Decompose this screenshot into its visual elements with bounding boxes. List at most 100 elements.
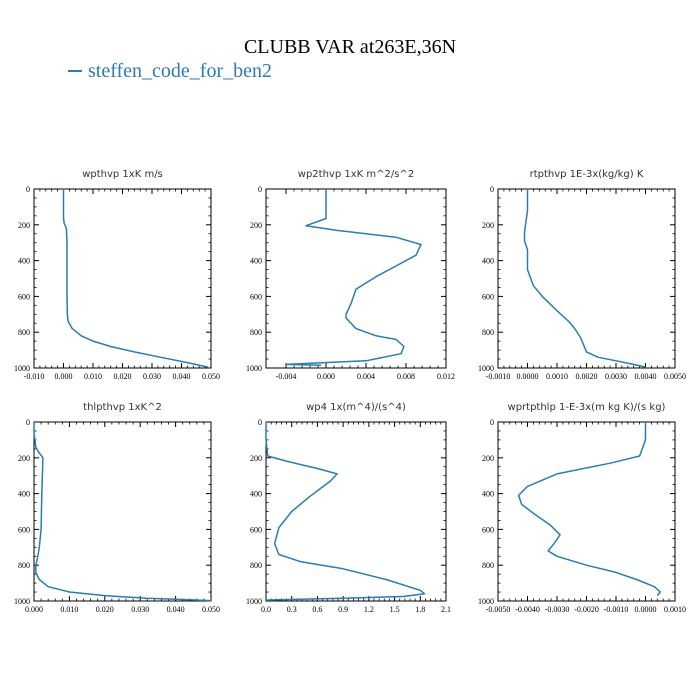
y-tick-label: 1000	[246, 597, 262, 606]
x-tick-label: 0.0050	[664, 372, 686, 381]
y-tick-label: 200	[18, 221, 30, 230]
x-tick-label: 0.020	[96, 605, 114, 614]
chart-panel: wpthvp 1xK m/s -0.010 0.000 0.010 0.020 0.030…	[14, 169, 220, 381]
x-tick-label: 0.0030	[605, 372, 627, 381]
y-tick-label: 0	[490, 418, 494, 427]
plot-frame	[497, 421, 676, 602]
x-tick-label: 1.5	[390, 605, 400, 614]
y-tick-label: 1000	[246, 364, 262, 373]
y-tick-label: 200	[250, 454, 262, 463]
series-line	[265, 422, 426, 601]
y-tick-label: 1000	[14, 364, 30, 373]
x-tick-label: 0.3	[287, 605, 297, 614]
x-tick-label: 0.010	[60, 605, 78, 614]
legend: steffen_code_for_ben2	[68, 60, 272, 83]
y-tick-label: 0	[26, 418, 30, 427]
x-tick-label: 0.9	[338, 605, 348, 614]
y-tick-label: 400	[482, 490, 494, 499]
page-title: CLUBB VAR at263E,36N	[243, 36, 457, 58]
x-tick-label: 1.8	[415, 605, 425, 614]
x-tick-label: 0.050	[202, 372, 220, 381]
y-tick-label: 400	[18, 490, 30, 499]
plot-frame	[265, 421, 447, 602]
y-tick-label: 800	[250, 561, 262, 570]
chart-panel: rtpthvp 1E-3x(kg/kg) K -0.0010 0.0000 0.001…	[478, 169, 686, 381]
y-tick-label: 200	[250, 221, 262, 230]
x-tick-label: 2.1	[441, 605, 451, 614]
x-tick-label: -0.0050	[486, 605, 511, 614]
plot-frame	[265, 188, 447, 369]
x-tick-label: 0.004	[357, 372, 375, 381]
x-tick-label: -0.004	[276, 372, 297, 381]
x-tick-label: 0.0000	[517, 372, 539, 381]
x-tick-label: 0.008	[397, 372, 415, 381]
x-tick-label: -0.0010	[486, 372, 511, 381]
y-tick-label: 200	[482, 454, 494, 463]
plot-frame	[497, 188, 676, 369]
panel-title: thlpthvp 1xK^2	[83, 402, 162, 413]
x-tick-label: -0.0040	[515, 605, 540, 614]
x-tick-label: 0.050	[202, 605, 220, 614]
series-line	[523, 189, 646, 368]
y-tick-label: 600	[250, 525, 262, 534]
x-tick-label: 0.0	[261, 605, 271, 614]
plot-frame	[33, 421, 212, 602]
series-line	[517, 422, 662, 597]
x-tick-label: -0.0030	[545, 605, 570, 614]
y-tick-label: 200	[18, 454, 30, 463]
y-tick-label: 400	[250, 257, 262, 266]
series-line	[33, 422, 212, 602]
y-tick-label: 600	[18, 292, 30, 301]
y-tick-label: 800	[18, 561, 30, 570]
panel-title: wpthvp 1xK m/s	[82, 169, 163, 180]
chart-panel: wp4 1x(m^4)/(s^4) 0.0 0.3 0.6 0.9 1.2 1.5 1.8 2.…	[246, 402, 451, 614]
x-tick-label: 0.030	[131, 605, 149, 614]
x-tick-label: 0.6	[312, 605, 322, 614]
y-tick-label: 0	[490, 185, 494, 194]
y-tick-label: 200	[482, 221, 494, 230]
x-tick-label: 0.0040	[635, 372, 657, 381]
panel-title: wp4 1x(m^4)/(s^4)	[306, 402, 406, 413]
y-tick-label: 800	[18, 328, 30, 337]
y-tick-label: 1000	[478, 597, 494, 606]
y-tick-label: 1000	[14, 597, 30, 606]
plot-frame	[33, 188, 212, 369]
legend-label: steffen_code_for_ben2	[88, 60, 273, 82]
panel-title: rtpthvp 1E-3x(kg/kg) K	[530, 169, 644, 180]
x-tick-label: 0.030	[143, 372, 161, 381]
x-tick-label: 0.012	[437, 372, 455, 381]
series-line	[62, 189, 209, 368]
x-tick-label: 0.0020	[576, 372, 598, 381]
x-tick-label: 0.040	[167, 605, 185, 614]
legend-line-swatch	[68, 70, 82, 73]
x-tick-label: 0.000	[317, 372, 335, 381]
x-tick-label: -0.0010	[604, 605, 629, 614]
panel-title: wp2thvp 1xK m^2/s^2	[298, 169, 414, 180]
x-tick-label: 1.2	[364, 605, 374, 614]
chart-panel: wprtpthlp 1-E-3x(m kg K)/(s kg) -0.0050 -0…	[478, 402, 686, 614]
y-tick-label: 0	[258, 418, 262, 427]
x-tick-label: 0.0000	[635, 605, 657, 614]
y-tick-label: 600	[482, 525, 494, 534]
y-tick-label: 800	[482, 561, 494, 570]
x-tick-label: -0.0020	[574, 605, 599, 614]
x-tick-label: 0.020	[114, 372, 132, 381]
chart-panel: wp2thvp 1xK m^2/s^2 -0.004 0.000 0.004 0.008…	[246, 169, 455, 381]
y-tick-label: 600	[482, 292, 494, 301]
y-tick-label: 400	[482, 257, 494, 266]
x-tick-label: 0.010	[84, 372, 102, 381]
x-tick-label: 0.0010	[546, 372, 568, 381]
y-tick-label: 400	[18, 257, 30, 266]
x-tick-label: 0.000	[55, 372, 73, 381]
y-tick-label: 400	[250, 490, 262, 499]
series-line	[285, 189, 422, 367]
y-tick-label: 800	[250, 328, 262, 337]
x-tick-label: 0.000	[25, 605, 43, 614]
panel-title: wprtpthlp 1-E-3x(m kg K)/(s kg)	[508, 402, 666, 413]
y-tick-label: 800	[482, 328, 494, 337]
chart-panel: thlpthvp 1xK^2 0.000 0.010 0.020 0.030 0.040 0…	[14, 402, 220, 614]
x-tick-label: -0.010	[24, 372, 45, 381]
x-tick-label: 0.0010	[664, 605, 686, 614]
y-tick-label: 0	[258, 185, 262, 194]
